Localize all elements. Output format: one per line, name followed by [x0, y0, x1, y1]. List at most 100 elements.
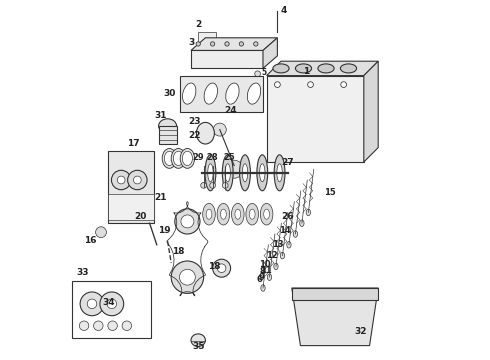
- Ellipse shape: [235, 209, 241, 219]
- Text: 31: 31: [154, 111, 167, 120]
- Circle shape: [108, 321, 117, 330]
- Ellipse shape: [220, 209, 226, 219]
- Text: 26: 26: [281, 212, 294, 220]
- Circle shape: [181, 215, 194, 228]
- Bar: [159, 126, 176, 144]
- Circle shape: [80, 292, 104, 316]
- Text: 27: 27: [281, 158, 294, 166]
- Circle shape: [107, 299, 117, 309]
- Ellipse shape: [273, 64, 289, 73]
- Ellipse shape: [257, 155, 268, 191]
- Text: 3: 3: [188, 38, 194, 47]
- Circle shape: [196, 42, 200, 46]
- Ellipse shape: [206, 209, 212, 219]
- Text: 2: 2: [195, 20, 201, 29]
- Text: 18: 18: [208, 262, 220, 271]
- Text: 17: 17: [127, 139, 140, 148]
- FancyBboxPatch shape: [198, 32, 216, 47]
- Ellipse shape: [264, 209, 270, 219]
- Text: 35: 35: [192, 342, 204, 351]
- Ellipse shape: [159, 119, 176, 133]
- Bar: [191, 50, 263, 68]
- Bar: [108, 151, 153, 223]
- Text: 14: 14: [279, 226, 291, 235]
- Ellipse shape: [171, 148, 186, 168]
- Text: 16: 16: [84, 236, 97, 245]
- Circle shape: [133, 176, 141, 184]
- Ellipse shape: [240, 155, 250, 191]
- Ellipse shape: [341, 64, 357, 73]
- Text: 4: 4: [281, 6, 287, 15]
- Circle shape: [175, 209, 200, 234]
- Text: 33: 33: [77, 268, 89, 277]
- Ellipse shape: [225, 164, 230, 182]
- Ellipse shape: [203, 203, 215, 225]
- Text: 21: 21: [154, 193, 167, 202]
- Bar: [267, 76, 364, 162]
- Text: 8: 8: [259, 267, 265, 276]
- Polygon shape: [267, 61, 378, 76]
- Ellipse shape: [287, 242, 291, 248]
- Circle shape: [79, 321, 89, 330]
- Text: 11: 11: [260, 266, 271, 275]
- Text: 32: 32: [354, 327, 367, 336]
- Ellipse shape: [247, 83, 261, 104]
- Ellipse shape: [205, 155, 216, 191]
- Circle shape: [341, 82, 346, 87]
- Text: 30: 30: [163, 89, 175, 98]
- Circle shape: [201, 183, 206, 188]
- Ellipse shape: [162, 148, 176, 168]
- Ellipse shape: [182, 151, 193, 166]
- Bar: [292, 288, 378, 300]
- Circle shape: [308, 82, 314, 87]
- Ellipse shape: [268, 274, 271, 280]
- Ellipse shape: [300, 220, 304, 226]
- Polygon shape: [263, 38, 277, 68]
- Circle shape: [127, 170, 147, 190]
- Ellipse shape: [217, 203, 230, 225]
- Circle shape: [100, 292, 123, 316]
- Text: 20: 20: [134, 212, 147, 220]
- Circle shape: [179, 269, 196, 285]
- Ellipse shape: [196, 122, 215, 144]
- Circle shape: [122, 321, 132, 330]
- Text: 25: 25: [223, 153, 235, 162]
- Ellipse shape: [261, 285, 265, 291]
- Circle shape: [225, 42, 229, 46]
- Ellipse shape: [208, 164, 213, 182]
- Text: 22: 22: [188, 131, 201, 140]
- Circle shape: [213, 259, 231, 277]
- Text: 1: 1: [303, 67, 309, 76]
- Ellipse shape: [274, 263, 278, 270]
- Ellipse shape: [182, 83, 196, 104]
- Text: 34: 34: [102, 298, 115, 307]
- Circle shape: [225, 160, 243, 178]
- Ellipse shape: [295, 64, 312, 73]
- Ellipse shape: [274, 155, 285, 191]
- Circle shape: [255, 71, 261, 77]
- Ellipse shape: [180, 148, 195, 168]
- Text: 13: 13: [272, 240, 284, 249]
- Text: 18: 18: [172, 248, 185, 256]
- Circle shape: [239, 42, 244, 46]
- Circle shape: [254, 42, 258, 46]
- Text: 19: 19: [158, 226, 171, 235]
- Ellipse shape: [280, 252, 285, 259]
- Circle shape: [111, 170, 131, 190]
- Ellipse shape: [246, 203, 259, 225]
- Ellipse shape: [260, 164, 265, 182]
- Circle shape: [213, 123, 226, 136]
- Text: 24: 24: [224, 106, 237, 115]
- Circle shape: [210, 42, 215, 46]
- Text: 10: 10: [259, 260, 270, 269]
- Ellipse shape: [242, 164, 248, 182]
- Ellipse shape: [191, 334, 205, 346]
- Text: 28: 28: [207, 153, 219, 162]
- Circle shape: [94, 321, 103, 330]
- Ellipse shape: [306, 209, 311, 216]
- Circle shape: [87, 299, 97, 309]
- Polygon shape: [292, 288, 378, 346]
- Bar: [72, 281, 151, 338]
- Circle shape: [210, 183, 216, 188]
- Text: 23: 23: [188, 117, 201, 126]
